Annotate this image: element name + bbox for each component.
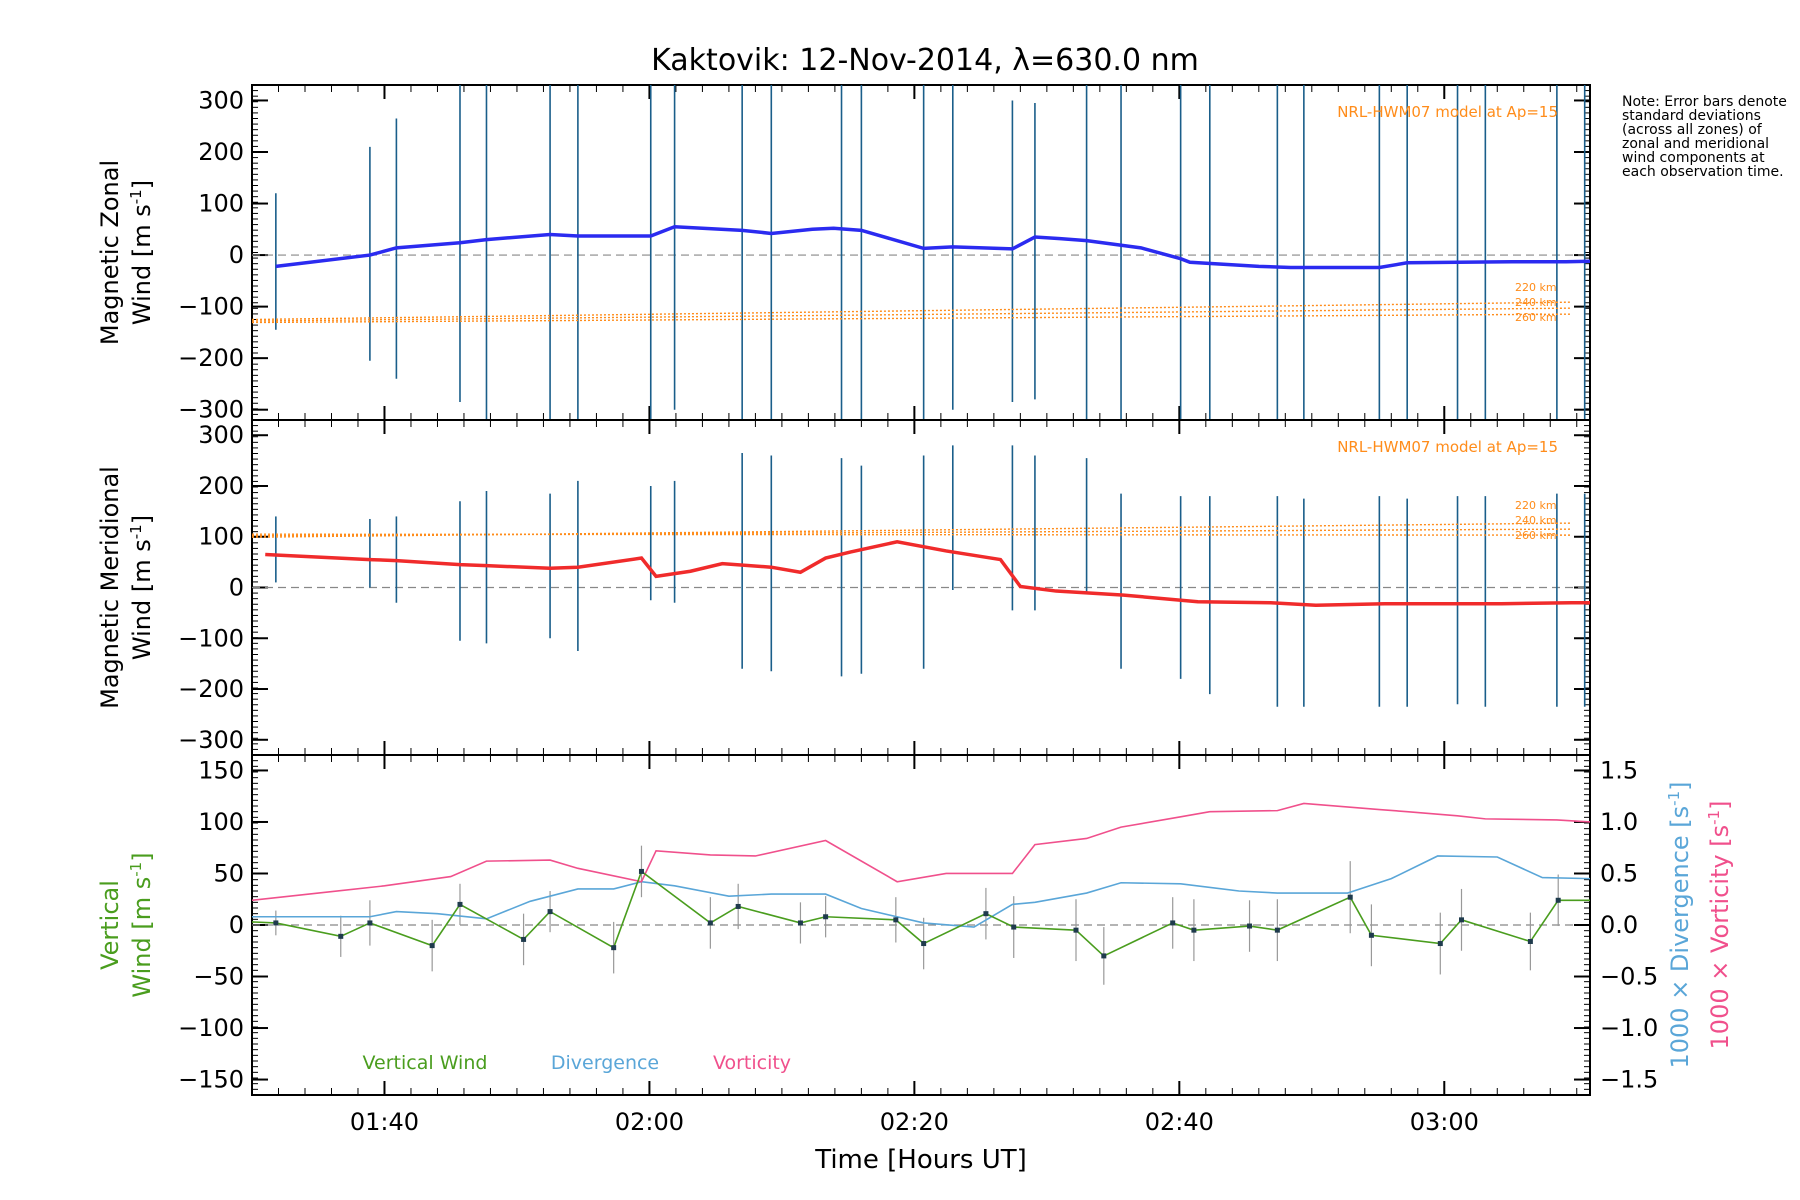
model-height-label: 220 km [1515, 281, 1557, 294]
model-height-label: 240 km [1515, 514, 1557, 527]
vertical-wind-point [1247, 923, 1253, 929]
legend-item: Divergence [551, 1052, 659, 1074]
vertical-wind-point [521, 936, 527, 942]
vertical-wind-point [1368, 932, 1374, 938]
model-height-label: 260 km [1515, 529, 1557, 542]
legend-item: Vertical Wind [363, 1052, 488, 1074]
x-tick-label: 02:00 [615, 1108, 684, 1136]
y-tick-label: −300 [178, 726, 244, 754]
vertical-wind-point [273, 920, 279, 926]
chart-title: Kaktovik: 12-Nov-2014, λ=630.0 nm [651, 43, 1199, 78]
plot-frame [251, 84, 1591, 421]
legend-item: Vorticity [713, 1052, 791, 1074]
divergence-line [252, 855, 1591, 928]
vertical-wind-point [1527, 938, 1533, 944]
vertical-wind-point [735, 903, 741, 909]
x-axis: 01:40 02:00 02:20 02:40 03:00 Time [Hours UT] [350, 1108, 1479, 1175]
y-tick-label: −200 [178, 675, 244, 703]
y-tick-label: 100 [198, 523, 244, 551]
y-tick-label: −100 [178, 1014, 244, 1042]
y-axis-label-line1: Magnetic Meridional [96, 466, 124, 709]
y-axis-label-line2: Wind [m s-1] [127, 852, 156, 997]
y-axis-label-line2: Wind [m s-1] [127, 515, 156, 660]
y2-tick-label: 0.0 [1600, 911, 1638, 939]
vertical-wind-line [251, 870, 1590, 957]
vertical-wind-point [1274, 927, 1280, 933]
vertical-wind-point [547, 909, 553, 915]
model-line [251, 307, 1571, 322]
y2-tick-label: 1.0 [1600, 808, 1638, 836]
y2-tick-label: −1.0 [1600, 1014, 1658, 1042]
vertical-wind-point [983, 911, 989, 917]
y-tick-label: −300 [178, 396, 244, 424]
model-line [251, 313, 1571, 324]
vorticity-axis-label: 1000 × Vorticity [s-1] [1705, 801, 1734, 1050]
vertical-panel: 150 100 50 0 −50 −100 −150 Vertical Wind [m s-1]… [96, 754, 1734, 1096]
y2-tick-label: 0.5 [1600, 859, 1638, 887]
vertical-wind-point [823, 914, 829, 920]
y-tick-label: 100 [198, 808, 244, 836]
vertical-wind-point [429, 943, 435, 949]
vertical-wind-point [707, 920, 713, 926]
vertical-wind-point [1347, 894, 1353, 900]
x-tick-label: 02:20 [880, 1108, 949, 1136]
vertical-wind-point [797, 920, 803, 926]
vertical-wind-point [921, 941, 927, 947]
meridional-wind-line [265, 540, 1590, 608]
model-height-label: 220 km [1515, 499, 1557, 512]
y-tick-label: 100 [198, 190, 244, 218]
y-tick-label: −200 [178, 344, 244, 372]
y2-tick-label: −1.5 [1600, 1066, 1658, 1094]
model-label: NRL-HWM07 model at Ap=15 [1337, 438, 1558, 456]
vorticity-line [251, 802, 1591, 902]
model-height-label: 260 km [1515, 311, 1557, 324]
y-tick-label: −50 [193, 963, 244, 991]
y-tick-label: 50 [213, 859, 244, 887]
vertical-wind-point [457, 901, 463, 907]
model-height-label: 240 km [1515, 296, 1557, 309]
y-tick-label: −100 [178, 624, 244, 652]
y-tick-label: −100 [178, 293, 244, 321]
x-tick-label: 01:40 [350, 1108, 419, 1136]
x-tick-label: 03:00 [1410, 1108, 1479, 1136]
y2-tick-label: −0.5 [1600, 963, 1658, 991]
y-tick-label: −150 [178, 1066, 244, 1094]
vertical-wind-point [893, 917, 899, 923]
vertical-wind-point [611, 945, 617, 951]
meridional-panel: 300 200 100 0 −100 −200 −300 Magnetic Meridiona… [96, 419, 1591, 756]
zonal-wind-line [275, 224, 1591, 270]
y-tick-label: 300 [198, 86, 244, 114]
y-tick-label: 150 [198, 756, 244, 784]
vertical-wind-point [1101, 953, 1107, 959]
vertical-wind-point [1011, 924, 1017, 930]
y-tick-label: 300 [198, 421, 244, 449]
x-axis-label: Time [Hours UT] [814, 1145, 1027, 1175]
vertical-wind-point [1555, 897, 1561, 903]
vertical-wind-point [638, 868, 644, 874]
y-tick-label: 200 [198, 138, 244, 166]
y-axis-label-line1: Vertical [96, 880, 124, 970]
divergence-axis-label: 1000 × Divergence [s-1] [1665, 781, 1694, 1068]
vertical-wind-point [1170, 920, 1176, 926]
model-label: NRL-HWM07 model at Ap=15 [1337, 103, 1558, 121]
y-axis-label-line1: Magnetic Zonal [96, 160, 124, 345]
y2-tick-label: 1.5 [1600, 756, 1638, 784]
vertical-wind-point [338, 933, 344, 939]
vertical-wind-point [1437, 941, 1443, 947]
model-line [251, 301, 1571, 321]
vertical-wind-point [367, 920, 373, 926]
vertical-wind-point [1458, 917, 1464, 923]
y-tick-label: 0 [229, 574, 244, 602]
y-tick-label: 200 [198, 472, 244, 500]
y-tick-label: 0 [229, 911, 244, 939]
y-tick-label: 0 [229, 241, 244, 269]
y-axis-label-line2: Wind [m s-1] [127, 180, 156, 325]
error-bar-note: Note: Error bars denote standard deviati… [1622, 94, 1787, 180]
vertical-wind-point [1073, 927, 1079, 933]
vertical-wind-point [1191, 927, 1197, 933]
x-tick-label: 02:40 [1145, 1108, 1214, 1136]
zonal-panel: 300 200 100 0 −100 −200 −300 Magnetic Zonal Wind… [96, 84, 1591, 424]
